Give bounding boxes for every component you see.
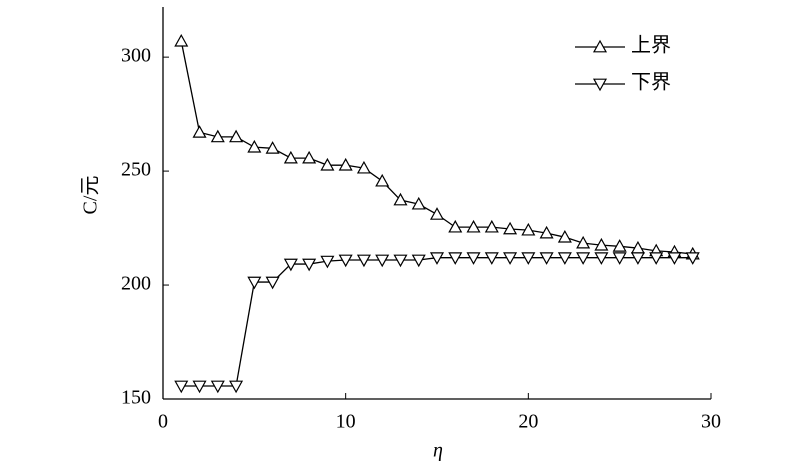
data-marker	[448, 219, 463, 233]
data-marker	[265, 141, 280, 154]
data-marker	[576, 235, 591, 249]
data-marker	[411, 196, 426, 210]
data-marker	[612, 239, 627, 252]
data-marker	[210, 129, 225, 143]
data-marker	[338, 254, 353, 268]
y-axis-label: C/元	[80, 176, 102, 215]
data-marker	[265, 276, 280, 290]
y-tick-label: 300	[121, 45, 151, 67]
x-axis-label: η	[433, 440, 443, 462]
data-marker	[320, 255, 335, 269]
data-marker	[229, 129, 244, 143]
data-marker	[557, 229, 572, 243]
data-marker	[375, 173, 390, 187]
data-marker	[576, 252, 591, 265]
data-marker	[356, 160, 371, 174]
data-marker	[393, 192, 408, 206]
data-marker	[174, 33, 189, 47]
data-marker	[667, 252, 682, 265]
data-marker	[484, 219, 499, 233]
y-tick-label: 150	[121, 387, 151, 409]
data-marker	[630, 252, 645, 265]
data-marker	[393, 254, 408, 268]
data-marker	[484, 252, 499, 265]
legend-label: 下界	[631, 72, 671, 94]
data-marker	[192, 380, 207, 394]
data-marker	[210, 380, 225, 394]
data-marker	[192, 125, 207, 138]
y-tick-label: 200	[121, 273, 151, 295]
data-marker	[375, 254, 390, 268]
data-marker	[302, 150, 317, 164]
x-tick-label: 30	[701, 411, 721, 433]
data-marker	[356, 254, 371, 268]
y-tick-label: 250	[121, 159, 151, 181]
data-marker	[448, 252, 463, 265]
data-marker	[283, 258, 298, 272]
data-marker	[521, 252, 536, 265]
data-marker	[247, 139, 262, 153]
data-marker	[466, 252, 481, 265]
data-marker	[594, 237, 609, 251]
data-marker	[411, 254, 426, 268]
data-marker	[685, 252, 700, 265]
data-marker	[612, 252, 627, 265]
data-marker	[521, 222, 536, 236]
data-marker	[247, 276, 262, 290]
data-marker	[302, 258, 317, 272]
x-tick-label: 20	[518, 411, 538, 433]
data-marker	[649, 252, 664, 265]
x-tick-label: 0	[158, 411, 168, 433]
data-marker	[594, 252, 609, 265]
data-marker	[283, 150, 298, 164]
legend-marker	[592, 78, 608, 92]
x-tick-label: 10	[336, 411, 356, 433]
legend-label: 上界	[631, 34, 671, 57]
data-marker	[557, 252, 572, 265]
data-marker	[503, 252, 518, 265]
data-marker	[338, 157, 353, 171]
data-marker	[539, 225, 554, 239]
data-marker	[429, 207, 445, 220]
data-marker	[539, 252, 554, 265]
data-marker	[229, 380, 244, 394]
data-marker	[503, 221, 518, 235]
data-marker	[174, 380, 189, 394]
data-marker	[466, 219, 481, 233]
legend-marker	[592, 39, 608, 53]
data-marker	[429, 252, 445, 265]
data-marker	[320, 157, 335, 171]
